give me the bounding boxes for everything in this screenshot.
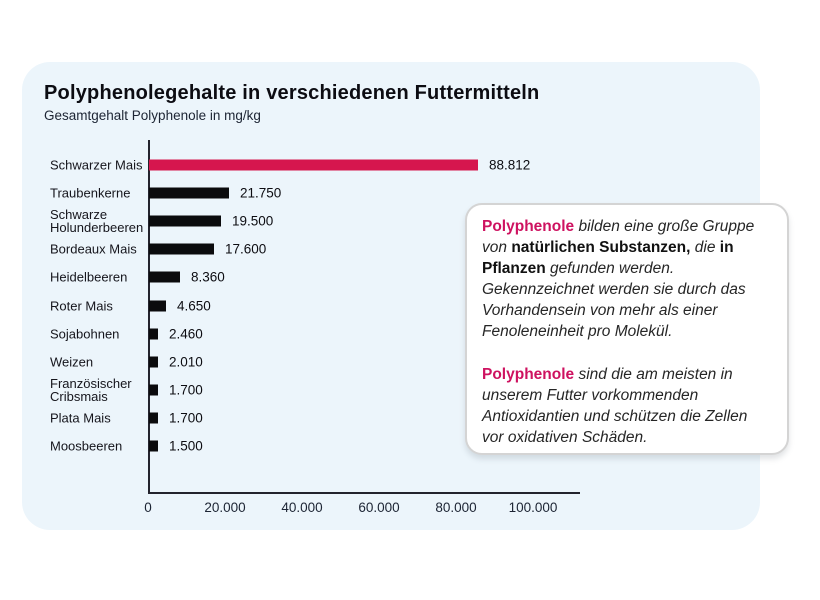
x-tick-label: 0 [144, 500, 152, 515]
category-label: Plata Mais [50, 410, 111, 426]
value-label: 4.650 [177, 298, 211, 313]
value-label: 2.010 [169, 354, 203, 370]
info-text-segment: gefunden werden. Gekennzeichnet werden s… [482, 260, 746, 340]
category-label: Schwarze Holunderbeeren [50, 207, 144, 236]
category-label: Moosbeeren [50, 438, 123, 454]
bar [149, 412, 158, 424]
bar [149, 300, 166, 311]
bar [149, 440, 158, 452]
info-paragraph: Polyphenole bilden eine große Gruppe von… [482, 216, 772, 342]
value-label: 19.500 [232, 213, 274, 229]
x-tick-label: 80.000 [435, 500, 477, 515]
bar [149, 271, 180, 283]
x-tick-label: 60.000 [358, 500, 400, 515]
info-text-segment: sind die am meisten in unserem Futter vo… [482, 366, 748, 446]
y-axis-line [148, 140, 150, 493]
category-label: Schwarzer Mais [50, 157, 143, 173]
value-label: 21.750 [240, 185, 282, 201]
value-label: 17.600 [225, 241, 267, 257]
value-label: 1.700 [169, 410, 203, 426]
category-label: Traubenkerne [50, 185, 131, 201]
info-text-segment: die [690, 239, 720, 256]
chart-subtitle: Gesamtgehalt Polyphenole in mg/kg [44, 108, 261, 123]
bar [149, 187, 229, 199]
bar [149, 243, 214, 255]
x-tick-label: 20.000 [204, 500, 246, 515]
x-tick-label: 100.000 [508, 500, 558, 515]
category-label: Sojabohnen [50, 326, 120, 342]
value-label: 2.460 [169, 326, 203, 342]
value-label: 1.700 [169, 382, 203, 398]
info-paragraph: Polyphenole sind die am meisten in unser… [482, 364, 772, 448]
info-text-segment: in Pflanzen [482, 239, 734, 277]
category-label: Weizen [50, 354, 94, 370]
bar [149, 159, 478, 171]
info-text-segment: Polyphenole [482, 218, 575, 235]
x-tick-label: 40.000 [281, 500, 323, 515]
value-label: 88.812 [489, 157, 531, 173]
value-label: 1.500 [169, 438, 203, 454]
bar [149, 356, 158, 368]
category-label: Heidelbeeren [50, 269, 128, 285]
bar-chart: Schwarzer Mais 88.812 Traubenkerne 21.750 Sc… [22, 62, 760, 530]
bar [149, 384, 158, 396]
category-label: Bordeaux Mais [50, 241, 137, 257]
bar [149, 215, 221, 227]
info-text-segment: natürlichen Substanzen, [511, 239, 691, 256]
chart-title: Polyphenolegehalte in verschiedenen Futt… [44, 82, 540, 104]
info-box: Polyphenole bilden eine große Gruppe von… [465, 203, 789, 455]
category-label: Roter Mais [50, 298, 113, 313]
x-axis-line [148, 492, 580, 494]
value-label: 8.360 [191, 269, 225, 285]
category-label: Französischer Cribsmais [50, 375, 132, 404]
bar [149, 328, 158, 340]
info-text-segment: Polyphenole [482, 366, 575, 383]
info-text-segment: bilden eine große Gruppe von [482, 218, 755, 256]
